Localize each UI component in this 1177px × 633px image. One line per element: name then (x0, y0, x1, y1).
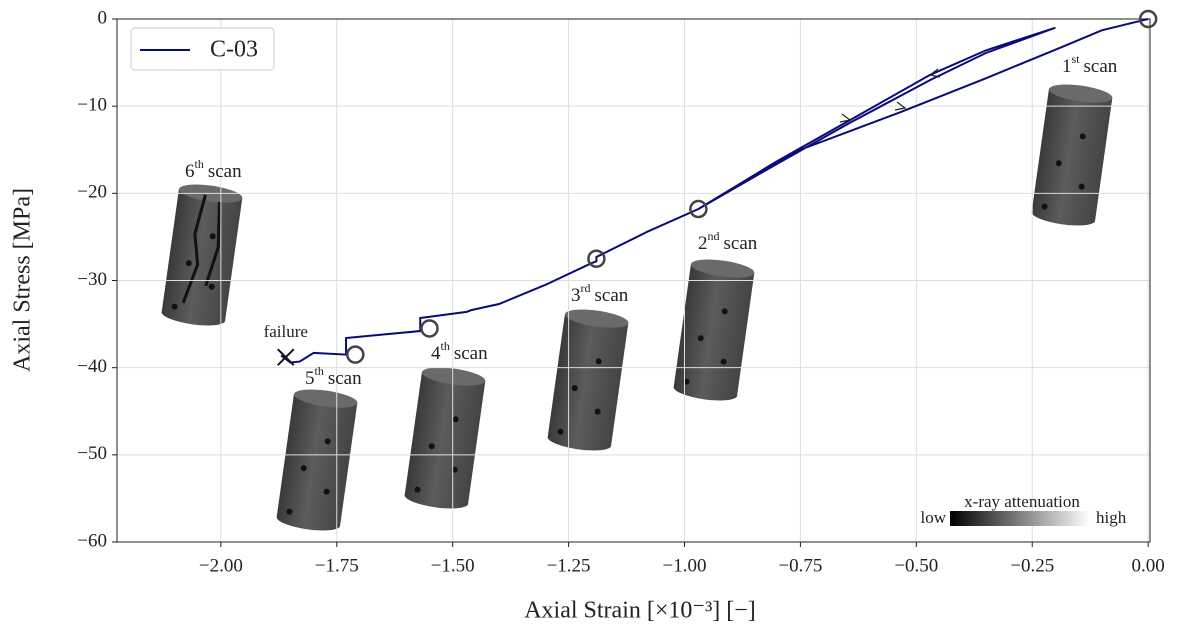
scan-marker (347, 347, 363, 363)
x-tick-label: −1.50 (431, 555, 475, 576)
x-tick-label: −0.25 (1010, 555, 1054, 576)
scan-ordinal: 5 (305, 368, 315, 389)
scan-suffix: th (315, 364, 324, 378)
specimen-cylinder (547, 306, 630, 454)
direction-arrow (840, 114, 850, 122)
y-tick-label: −40 (77, 356, 107, 377)
chart: −2.00 −1.75 −1.50 −1.25 −1.00 −0.75 −0.50 −0.25… (0, 0, 1177, 633)
scan-word: scan (595, 285, 629, 306)
x-tick-label: −1.25 (547, 555, 591, 576)
colorbar-title: x-ray attenuation (964, 492, 1080, 511)
scan-word: scan (328, 368, 362, 389)
x-tick-label: −1.00 (663, 555, 707, 576)
x-tick-label: −0.50 (894, 555, 938, 576)
x-tick-label: 0.00 (1132, 555, 1165, 576)
scan-suffix: st (1072, 52, 1081, 66)
scan-marker (421, 320, 437, 336)
scan-word: scan (1084, 56, 1118, 77)
scan-ordinal: 4 (431, 343, 441, 364)
y-tick-label: −20 (77, 182, 107, 203)
colorbar (950, 511, 1090, 526)
scan-ordinal: 3 (571, 285, 581, 306)
scan-word: scan (724, 233, 758, 254)
scan-suffix: rd (581, 281, 591, 295)
x-tick-label: −0.75 (778, 555, 822, 576)
scan-word: scan (208, 161, 242, 182)
y-tick-label: −10 (77, 95, 107, 116)
specimen-images (161, 81, 1114, 534)
specimen-cylinder (276, 386, 359, 534)
plot-area: −2.00 −1.75 −1.50 −1.25 −1.00 −0.75 −0.50 −0.25… (77, 7, 1164, 576)
x-axis-label: Axial Strain [×10⁻³] [−] (524, 598, 756, 624)
y-tick-label: −30 (77, 269, 107, 290)
scan-suffix: nd (708, 229, 720, 243)
scan-ordinal: 1 (1062, 56, 1072, 77)
x-tick-label: −2.00 (199, 555, 243, 576)
x-tick-label: −1.75 (315, 555, 359, 576)
scan-ordinal: 2 (698, 233, 708, 254)
y-axis-label: Axial Stress [MPa] (10, 188, 36, 372)
failure-marker (278, 349, 294, 365)
y-tick-label: −50 (77, 443, 107, 464)
y-tick-label: 0 (98, 7, 108, 28)
colorbar-low: low (921, 508, 947, 527)
specimen-cylinder (161, 181, 244, 329)
scan-ordinal: 6 (185, 161, 195, 182)
failure-label: failure (264, 322, 308, 341)
y-tick-label: −60 (77, 530, 107, 551)
scan-suffix: th (441, 339, 450, 353)
scan-suffix: th (195, 157, 204, 171)
specimen-cylinder (1031, 81, 1114, 229)
specimen-cylinder (404, 364, 487, 512)
colorbar-high: high (1096, 508, 1127, 527)
scan-word: scan (454, 343, 488, 364)
legend-label: C-03 (210, 37, 258, 63)
